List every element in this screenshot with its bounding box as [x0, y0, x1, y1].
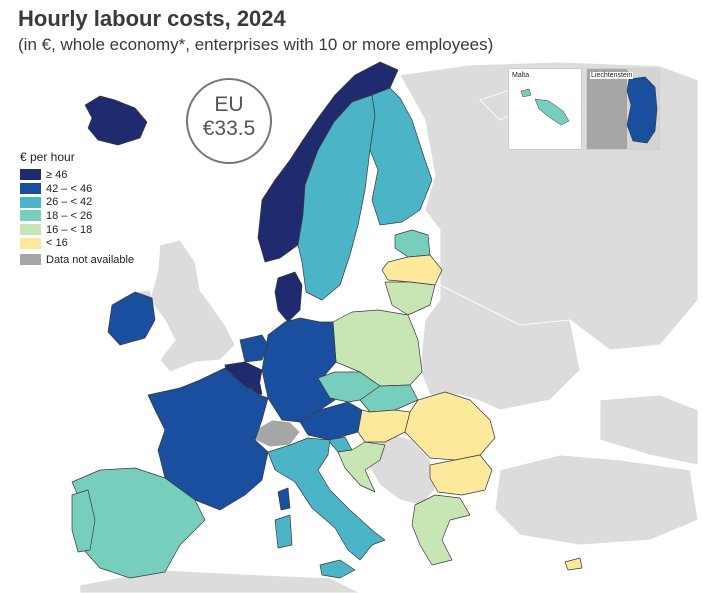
page-title: Hourly labour costs, 2024 [18, 6, 286, 31]
legend-label: 26 – < 42 [46, 196, 93, 209]
country-bulgaria [429, 454, 493, 496]
great-britain [149, 239, 236, 373]
legend-swatch [20, 237, 41, 249]
inset-liechtenstein: Liechtenstein [586, 68, 660, 150]
liechtenstein-map [587, 69, 659, 149]
country-sweden [297, 94, 376, 301]
legend-label: 42 – < 46 [46, 182, 93, 195]
legend-label: 16 – < 18 [46, 223, 93, 236]
country-netherlands [239, 334, 269, 363]
country-estonia [394, 229, 431, 258]
countries [71, 61, 583, 579]
legend-item: 42 – < 46 [20, 182, 134, 196]
legend-swatch [20, 210, 41, 222]
legend-label: < 16 [46, 237, 68, 250]
legend-label: Data not available [46, 253, 135, 266]
legend-item: ≥ 46 [20, 168, 134, 182]
country-italy [267, 437, 386, 561]
legend: € per hour ≥ 46 42 – < 46 26 – < 42 18 –… [20, 150, 134, 267]
country-latvia [381, 254, 443, 286]
liechtenstein-area [626, 76, 658, 144]
malta-island [534, 98, 570, 126]
country-portugal [71, 489, 96, 553]
country-sardinia [274, 514, 293, 549]
legend-swatch [20, 183, 41, 195]
legend-label: 18 – < 26 [46, 209, 93, 222]
country-croatia [337, 441, 386, 493]
turkey [494, 454, 699, 546]
country-greece [411, 494, 471, 566]
legend-swatch [20, 196, 41, 208]
country-corsica [277, 487, 291, 511]
gozo-island [520, 88, 532, 98]
belarus-ukraine [419, 284, 581, 411]
inset-liechtenstein-label: Liechtenstein [590, 72, 634, 79]
inset-malta-label: Malta [512, 72, 530, 79]
country-finland [369, 87, 433, 226]
country-romania [404, 391, 496, 461]
legend-swatch [20, 169, 41, 181]
eu-average-badge: EU €33.5 [186, 78, 272, 164]
malta-map [520, 88, 570, 126]
country-slovenia [327, 436, 353, 453]
inset-malta: Malta [508, 68, 582, 150]
legend-item: 18 – < 26 [20, 209, 134, 223]
country-poland [332, 309, 423, 387]
page-subtitle: (in €, whole economy*, enterprises with … [18, 35, 494, 54]
legend-swatch [20, 224, 41, 236]
country-germany [261, 317, 337, 423]
country-lithuania [384, 281, 436, 316]
eu-value: €33.5 [202, 117, 256, 140]
legend-item-not-available: Data not available [20, 253, 134, 267]
country-iceland [84, 95, 148, 146]
country-sicily [319, 559, 356, 579]
country-denmark [274, 271, 303, 323]
eu-label: EU [214, 93, 244, 116]
legend-item: < 16 [20, 236, 134, 250]
caucasus [599, 394, 699, 466]
legend-item: 16 – < 18 [20, 223, 134, 237]
legend-title: € per hour [20, 150, 75, 164]
legend-item: 26 – < 42 [20, 195, 134, 209]
country-ireland [107, 291, 156, 346]
legend-label: ≥ 46 [46, 168, 68, 181]
switzerland-grey [254, 419, 301, 448]
country-cyprus [564, 557, 583, 571]
legend-swatch [20, 254, 41, 266]
